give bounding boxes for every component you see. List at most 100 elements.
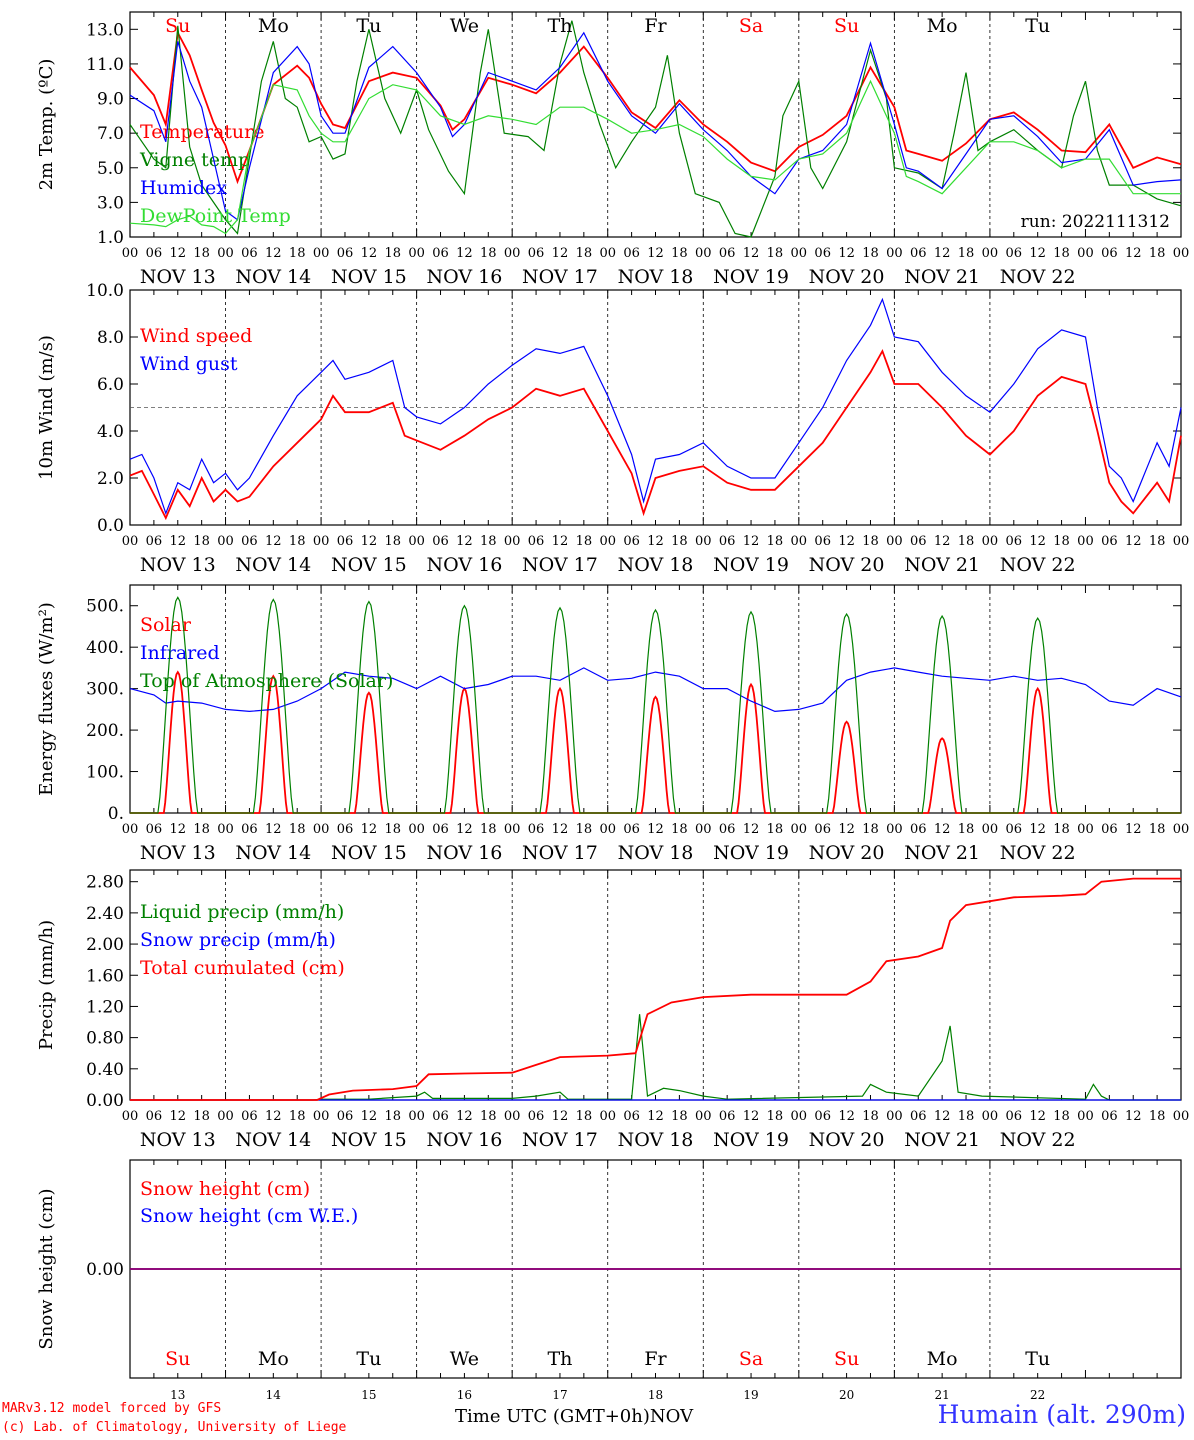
hour-tick-label: 18 <box>289 246 306 261</box>
date-label: NOV 19 <box>713 842 789 864</box>
date-label: NOV 17 <box>522 1129 598 1151</box>
hour-tick-label: 18 <box>671 822 688 837</box>
y-tick-label: 10.0 <box>86 281 124 301</box>
hour-tick-label: 06 <box>528 246 545 261</box>
hour-tick-label: 00 <box>982 822 999 837</box>
hour-tick-label: 06 <box>814 246 831 261</box>
month-label: NOV <box>649 1406 694 1427</box>
hour-tick-label: 06 <box>623 534 640 549</box>
hour-tick-label: 06 <box>910 822 927 837</box>
hour-tick-label: 00 <box>695 534 712 549</box>
hour-tick-label: 12 <box>647 1109 664 1124</box>
hour-tick-label: 00 <box>122 246 139 261</box>
date-label: NOV 22 <box>1000 266 1076 288</box>
hour-tick-label: 18 <box>193 246 210 261</box>
date-label: NOV 14 <box>235 842 311 864</box>
hour-tick-label: 18 <box>576 534 593 549</box>
legend-snow-precip-mm-h-: Snow precip (mm/h) <box>140 929 336 951</box>
series-line-wind-speed <box>129 348 1182 521</box>
legend-snow-height-cm-w-e-: Snow height (cm W.E.) <box>140 1205 358 1227</box>
date-label: NOV 16 <box>427 842 503 864</box>
hour-tick-label: 12 <box>265 246 282 261</box>
y-tick-label: 0.40 <box>86 1060 124 1080</box>
hour-tick-label: 06 <box>241 1109 258 1124</box>
hour-tick-label: 00 <box>313 822 330 837</box>
hour-tick-label: 06 <box>1006 246 1023 261</box>
hour-tick-label: 12 <box>838 822 855 837</box>
y-tick-label: 0. <box>108 804 124 824</box>
hour-tick-label: 00 <box>408 246 425 261</box>
day-number: 17 <box>552 1388 567 1400</box>
hour-tick-label: 18 <box>958 246 975 261</box>
hour-tick-label: 06 <box>337 822 354 837</box>
hour-tick-label: 18 <box>1149 246 1166 261</box>
hour-tick-label: 12 <box>647 822 664 837</box>
weekday-label: Fr <box>644 15 667 37</box>
weekday-label: Tu <box>1025 15 1050 37</box>
y-tick-label: 2.0 <box>97 469 124 489</box>
series-line-top-of-atmosphere-solar- <box>130 596 1181 814</box>
hour-tick-label: 00 <box>886 534 903 549</box>
hour-tick-label: 18 <box>289 534 306 549</box>
hour-tick-label: 12 <box>743 246 760 261</box>
date-label: NOV 18 <box>618 1129 694 1151</box>
y-tick-label: 0.80 <box>86 1029 124 1049</box>
y-tick-label: 0.00 <box>86 1260 124 1280</box>
day-number: 19 <box>743 1388 758 1400</box>
date-label: NOV 22 <box>1000 842 1076 864</box>
hour-tick-label: 18 <box>576 822 593 837</box>
date-label: NOV 22 <box>1000 554 1076 576</box>
weekday-label: We <box>450 15 479 37</box>
series-line-dewpoint-temp <box>129 79 1181 235</box>
y-tick-label: 2.00 <box>86 935 124 955</box>
y-tick-label: 11.0 <box>86 55 124 75</box>
hour-tick-label: 18 <box>1053 1109 1070 1124</box>
weekday-label: Su <box>834 1348 859 1370</box>
hour-tick-label: 00 <box>217 534 234 549</box>
weekday-label: Sa <box>739 1348 763 1370</box>
hour-tick-label: 12 <box>265 822 282 837</box>
legend-wind-gust: Wind gust <box>140 353 238 375</box>
hour-tick-label: 12 <box>1029 246 1046 261</box>
y-tick-label: 8.0 <box>97 328 124 348</box>
series-line-total-cumulated-cm- <box>130 877 1181 1101</box>
hour-tick-label: 00 <box>408 1109 425 1124</box>
hour-tick-label: 12 <box>1125 822 1142 837</box>
weekday-label: Fr <box>644 1348 667 1370</box>
hour-tick-label: 00 <box>1077 246 1094 261</box>
weekday-label: Mo <box>927 1348 958 1370</box>
y-tick-label: 100. <box>86 763 124 783</box>
hour-tick-label: 00 <box>791 246 808 261</box>
hour-tick-label: 06 <box>719 1109 736 1124</box>
hour-tick-label: 12 <box>1125 1109 1142 1124</box>
hour-tick-label: 00 <box>504 534 521 549</box>
weekday-label: Sa <box>739 15 763 37</box>
hour-tick-label: 12 <box>743 822 760 837</box>
date-label: NOV 20 <box>809 554 885 576</box>
hour-tick-label: 00 <box>695 822 712 837</box>
y-tick-label: 300. <box>86 680 124 700</box>
hour-tick-label: 12 <box>169 246 186 261</box>
weekday-label: Th <box>547 1348 572 1370</box>
y-axis-title: 10m Wind (m/s) <box>36 335 57 480</box>
date-label: NOV 18 <box>618 266 694 288</box>
hour-tick-label: 12 <box>169 1109 186 1124</box>
series-line-vigne-temp <box>129 20 1182 238</box>
hour-tick-label: 12 <box>1125 246 1142 261</box>
series-line-liquid-precip-mm-h- <box>130 1014 1181 1101</box>
date-label: NOV 19 <box>713 1129 789 1151</box>
hour-tick-label: 18 <box>671 246 688 261</box>
hour-tick-label: 12 <box>838 534 855 549</box>
hour-tick-label: 06 <box>432 1109 449 1124</box>
hour-tick-label: 06 <box>1006 1109 1023 1124</box>
hour-tick-label: 18 <box>1053 246 1070 261</box>
hour-tick-label: 00 <box>791 822 808 837</box>
date-label: NOV 19 <box>713 554 789 576</box>
hour-tick-label: 18 <box>193 534 210 549</box>
hour-tick-label: 18 <box>767 1109 784 1124</box>
time-axis-label: Time UTC (GMT+0h) <box>455 1406 650 1427</box>
day-number: 20 <box>839 1388 854 1400</box>
hour-tick-label: 18 <box>1053 534 1070 549</box>
hour-tick-label: 00 <box>313 246 330 261</box>
hour-tick-label: 06 <box>337 1109 354 1124</box>
